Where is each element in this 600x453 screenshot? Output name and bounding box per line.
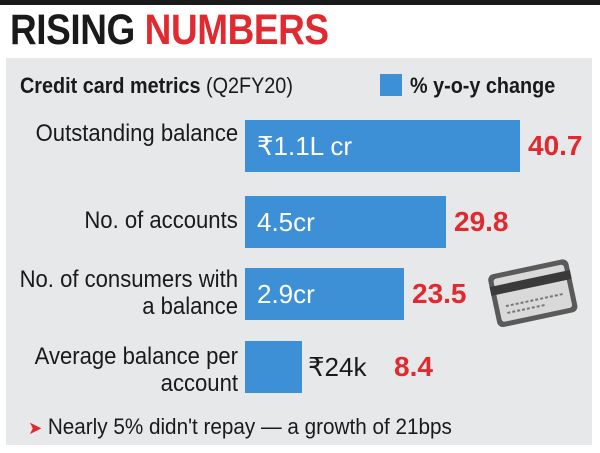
- row-label-1: No. of accounts: [84, 207, 238, 234]
- bar-3: [245, 341, 302, 393]
- title-word-rising: RISING: [10, 6, 135, 54]
- arrowhead-icon: ➤: [28, 418, 43, 438]
- row-label-3: Average balance per account: [34, 343, 238, 397]
- footnote-text: Nearly 5% didn't repay — a growth of 21b…: [47, 414, 452, 439]
- title-word-numbers: NUMBERS: [144, 6, 329, 54]
- pct-change-label-1: 29.8: [454, 206, 509, 237]
- row-label-0: Outstanding balance: [35, 120, 238, 147]
- bar-1: [245, 196, 446, 248]
- credit-card-icon: [488, 259, 578, 328]
- chart-title: RISING NUMBERS: [10, 4, 329, 56]
- legend-swatch: [380, 74, 402, 96]
- bar-value-label-3: ₹24k: [308, 352, 367, 382]
- bar-value-label-1: 4.5cr: [257, 207, 315, 237]
- footnote: ➤ Nearly 5% didn't repay — a growth of 21…: [28, 414, 452, 441]
- top-rule: [0, 0, 600, 5]
- chart-subtitle: Credit card metrics (Q2FY20): [20, 70, 293, 102]
- bar-value-label-2: 2.9cr: [257, 279, 315, 309]
- subtitle-period: (Q2FY20): [205, 73, 293, 98]
- pct-change-label-0: 40.7: [528, 130, 583, 161]
- legend-label: % y-o-y change: [410, 73, 556, 98]
- bar-0: [245, 120, 520, 172]
- pct-change-label-3: 8.4: [394, 351, 433, 382]
- subtitle-main: Credit card metrics: [20, 73, 201, 98]
- row-label-2: No. of consumers with a balance: [19, 266, 238, 320]
- pct-change-label-2: 23.5: [412, 278, 467, 309]
- bar-2: [245, 268, 404, 320]
- bar-value-label-0: ₹1.1L cr: [257, 131, 353, 161]
